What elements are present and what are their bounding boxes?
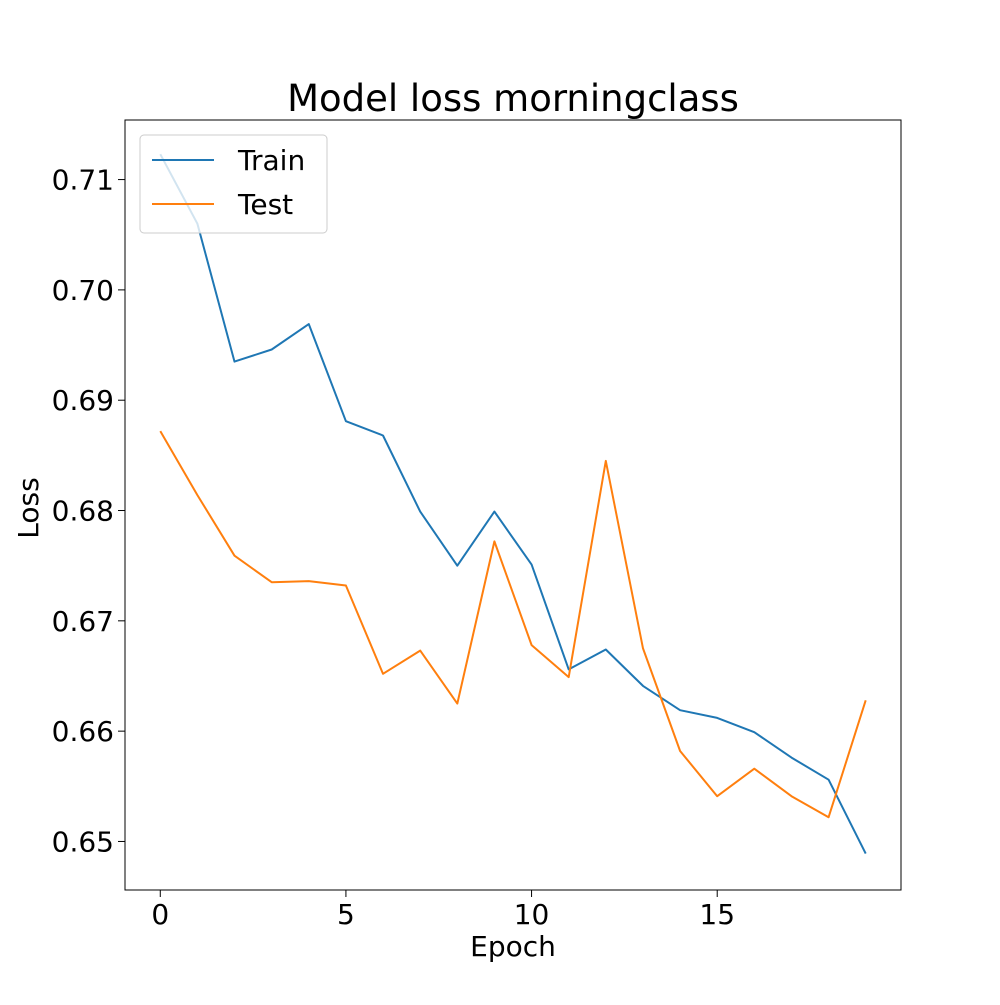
y-axis-label: Loss bbox=[12, 477, 45, 538]
y-tick-label: 0.70 bbox=[52, 274, 114, 307]
y-tick-label: 0.65 bbox=[52, 825, 114, 858]
x-tick-label: 10 bbox=[514, 898, 550, 931]
x-axis: 0 5 10 15 bbox=[151, 890, 735, 931]
x-tick-label: 5 bbox=[337, 898, 355, 931]
x-axis-label: Epoch bbox=[470, 930, 556, 963]
y-tick-label: 0.69 bbox=[52, 384, 114, 417]
plot-series bbox=[159, 153, 867, 855]
x-tick-label: 0 bbox=[151, 898, 169, 931]
plot-frame bbox=[124, 119, 902, 891]
y-tick-label: 0.67 bbox=[52, 605, 114, 638]
y-tick-label: 0.68 bbox=[52, 495, 114, 528]
legend-label-test: Test bbox=[237, 188, 293, 221]
y-axis: 0.65 0.66 0.67 0.68 0.69 0.70 0.71 bbox=[52, 164, 125, 858]
x-tick-label: 15 bbox=[699, 898, 735, 931]
legend: Train Test bbox=[139, 134, 328, 234]
legend-label-train: Train bbox=[237, 144, 305, 177]
series-line-test bbox=[159, 430, 867, 819]
chart-title: Model loss morningclass bbox=[287, 77, 739, 120]
y-tick-label: 0.66 bbox=[52, 715, 114, 748]
y-tick-label: 0.71 bbox=[52, 164, 114, 197]
series-line-train bbox=[159, 153, 867, 855]
